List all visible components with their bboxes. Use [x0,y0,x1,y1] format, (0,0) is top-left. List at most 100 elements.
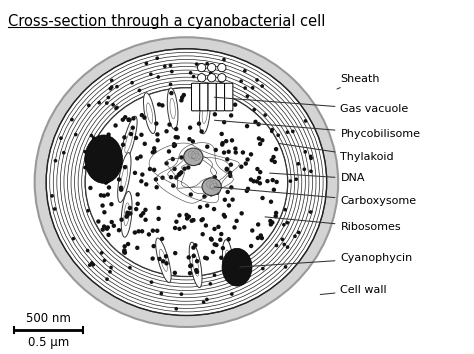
Circle shape [136,202,140,206]
Circle shape [269,200,273,204]
Circle shape [243,86,247,90]
Circle shape [231,273,235,276]
Circle shape [148,167,152,171]
Text: Cell wall: Cell wall [320,285,387,295]
Circle shape [198,205,202,209]
Circle shape [155,229,159,233]
Circle shape [309,156,313,160]
FancyBboxPatch shape [216,83,225,111]
Circle shape [260,138,264,142]
Circle shape [309,170,313,173]
FancyBboxPatch shape [200,83,208,111]
Circle shape [209,236,213,241]
Circle shape [147,232,151,236]
Circle shape [185,155,189,160]
Circle shape [205,204,210,208]
Circle shape [205,256,209,261]
Circle shape [188,264,192,268]
Circle shape [274,147,278,152]
Circle shape [293,234,297,238]
Circle shape [213,148,218,152]
Circle shape [239,278,243,282]
Circle shape [222,213,226,217]
Circle shape [257,176,261,180]
Circle shape [155,138,160,143]
Circle shape [126,242,130,246]
Circle shape [178,171,182,176]
Circle shape [150,256,155,261]
Circle shape [264,113,267,117]
Circle shape [214,243,219,247]
Circle shape [160,236,164,241]
Circle shape [250,228,255,233]
Circle shape [155,132,160,137]
Circle shape [104,142,108,146]
Circle shape [213,175,217,179]
Circle shape [212,227,217,231]
Circle shape [187,215,191,219]
Circle shape [119,188,123,192]
Circle shape [195,62,199,66]
Circle shape [96,219,100,224]
Circle shape [273,160,277,164]
Circle shape [174,307,178,311]
Circle shape [253,120,258,124]
Text: Phycobilisome: Phycobilisome [214,120,420,139]
Circle shape [256,222,260,227]
Circle shape [243,69,246,73]
Circle shape [87,104,91,107]
Circle shape [125,213,129,217]
Circle shape [108,175,112,179]
Circle shape [189,263,193,268]
Circle shape [239,165,244,169]
Circle shape [182,166,187,171]
Circle shape [200,129,204,134]
Circle shape [113,123,118,128]
Circle shape [276,133,280,137]
Circle shape [251,179,256,183]
Circle shape [193,243,198,247]
Circle shape [105,101,109,105]
Text: Gas vacuole: Gas vacuole [214,97,409,114]
Ellipse shape [121,192,132,237]
Circle shape [218,74,226,82]
Circle shape [271,178,275,182]
Circle shape [122,248,127,252]
Circle shape [260,236,264,240]
Circle shape [54,159,57,162]
Circle shape [164,129,169,133]
Circle shape [139,133,144,137]
Circle shape [184,213,189,217]
Circle shape [245,124,249,129]
Circle shape [228,173,232,178]
Circle shape [145,62,148,65]
Circle shape [218,63,226,72]
Circle shape [128,266,132,269]
Circle shape [152,149,157,154]
Circle shape [218,238,222,242]
Circle shape [285,221,289,224]
Circle shape [142,115,146,120]
Circle shape [189,192,193,197]
Circle shape [169,175,173,179]
Circle shape [125,211,130,215]
Circle shape [201,217,205,222]
Circle shape [119,217,124,222]
Circle shape [172,144,176,148]
Circle shape [215,190,219,195]
Circle shape [171,183,175,188]
Circle shape [152,146,156,150]
Ellipse shape [222,240,233,281]
Circle shape [274,211,278,215]
Circle shape [286,130,289,134]
Circle shape [274,244,278,247]
Circle shape [211,179,216,183]
Ellipse shape [118,153,131,202]
Ellipse shape [189,242,202,287]
Circle shape [143,218,148,222]
Circle shape [294,177,298,181]
Circle shape [221,246,225,250]
Circle shape [191,245,196,250]
Circle shape [188,271,192,275]
Text: Sheath: Sheath [337,74,380,89]
